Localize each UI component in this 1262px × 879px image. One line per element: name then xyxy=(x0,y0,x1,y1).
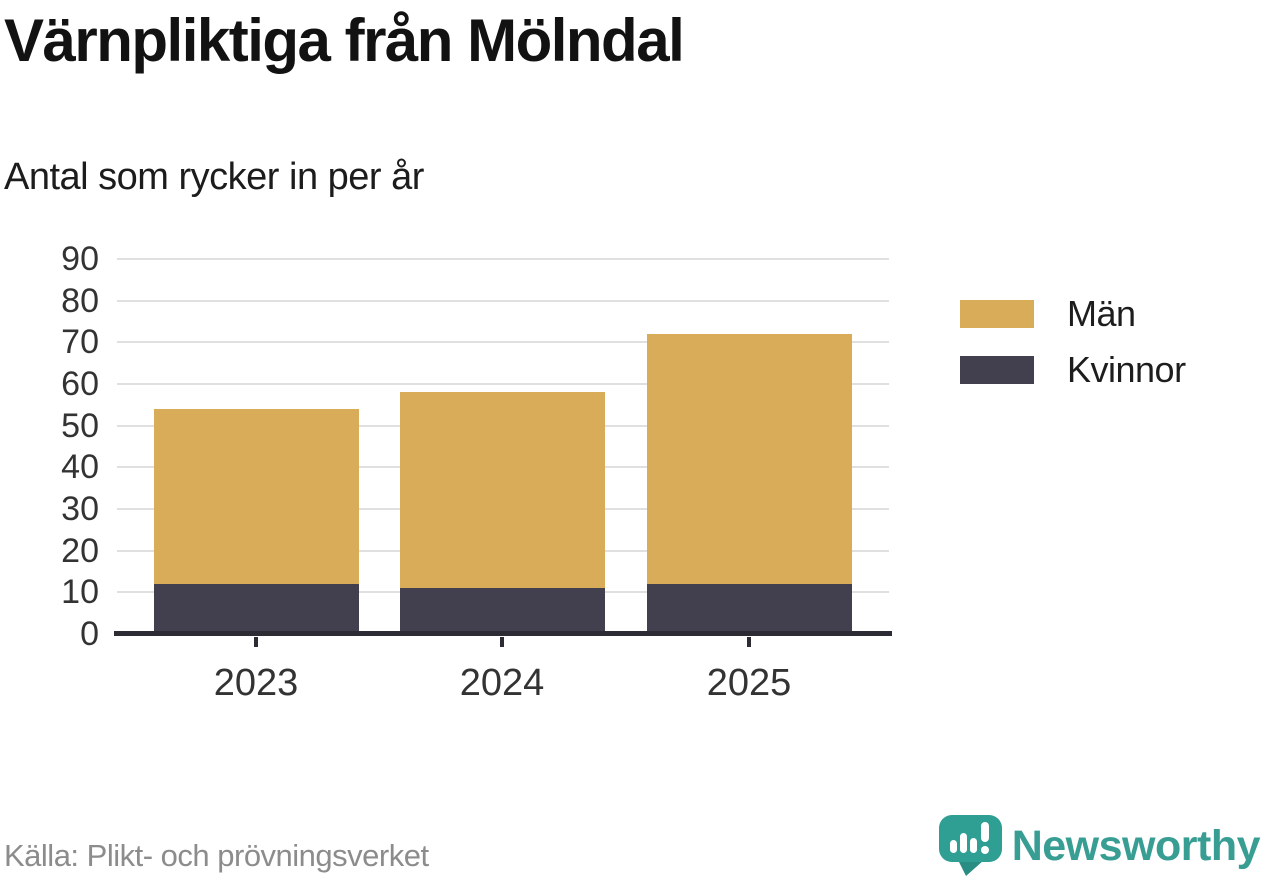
newsworthy-logo: Newsworthy xyxy=(938,814,1261,878)
legend-item-mn: Män xyxy=(960,293,1186,334)
legend: Män Kvinnor xyxy=(960,293,1186,412)
y-axis-tick-label-0: 0 xyxy=(80,615,99,653)
x-axis-label-2023: 2023 xyxy=(213,662,299,704)
y-axis-tick-label-90: 90 xyxy=(61,240,99,278)
y-axis-tick-label-40: 40 xyxy=(61,448,99,487)
x-axis-line xyxy=(114,631,892,636)
gridline-90 xyxy=(117,258,889,260)
chart-title: Värnpliktiga från Mölndal xyxy=(4,7,685,74)
x-axis-tick-2023 xyxy=(254,637,258,647)
legend-item-kvinnor: Kvinnor xyxy=(960,349,1186,390)
bar-segment-kvinnor-2025 xyxy=(646,584,852,634)
y-axis-tick-label-20: 20 xyxy=(61,531,99,570)
y-axis-tick-label-10: 10 xyxy=(61,573,99,612)
y-axis-tick-label-80: 80 xyxy=(61,281,99,320)
x-axis-label-2025: 2025 xyxy=(706,662,792,704)
x-axis-tick-2025 xyxy=(747,637,751,647)
legend-label: Män xyxy=(1067,293,1136,334)
x-axis-label-2024: 2024 xyxy=(459,662,545,704)
bar-segment-kvinnor-2024 xyxy=(399,588,605,634)
newsworthy-bubble-chart-icon xyxy=(938,815,1002,876)
chart-subtitle: Antal som rycker in per år xyxy=(4,156,424,198)
plot-area: 0 10 20 30 40 50 60 70 80 90 2023 2024 2025 xyxy=(61,240,892,704)
bar-segment-mn-2023 xyxy=(153,409,359,584)
gridline-70 xyxy=(117,341,889,344)
source-note: Källa: Plikt- och prövningsverket xyxy=(4,838,429,873)
bar-segment-mn-2024 xyxy=(399,392,605,589)
legend-label: Kvinnor xyxy=(1067,349,1186,390)
gridline-60 xyxy=(117,383,889,385)
bar-segment-mn-2025 xyxy=(646,334,852,584)
legend-swatch-icon xyxy=(960,300,1034,328)
legend-swatch-icon xyxy=(960,356,1034,384)
bar-segment-kvinnor-2023 xyxy=(153,584,359,634)
x-axis-tick-2024 xyxy=(500,637,504,647)
y-axis-tick-label-60: 60 xyxy=(61,365,99,403)
y-axis-tick-label-30: 30 xyxy=(61,490,99,528)
y-axis-tick-label-50: 50 xyxy=(61,406,99,445)
newsworthy-wordmark: Newsworthy xyxy=(1011,822,1261,870)
y-axis-tick-label-70: 70 xyxy=(61,323,99,362)
gridline-80 xyxy=(117,299,889,302)
